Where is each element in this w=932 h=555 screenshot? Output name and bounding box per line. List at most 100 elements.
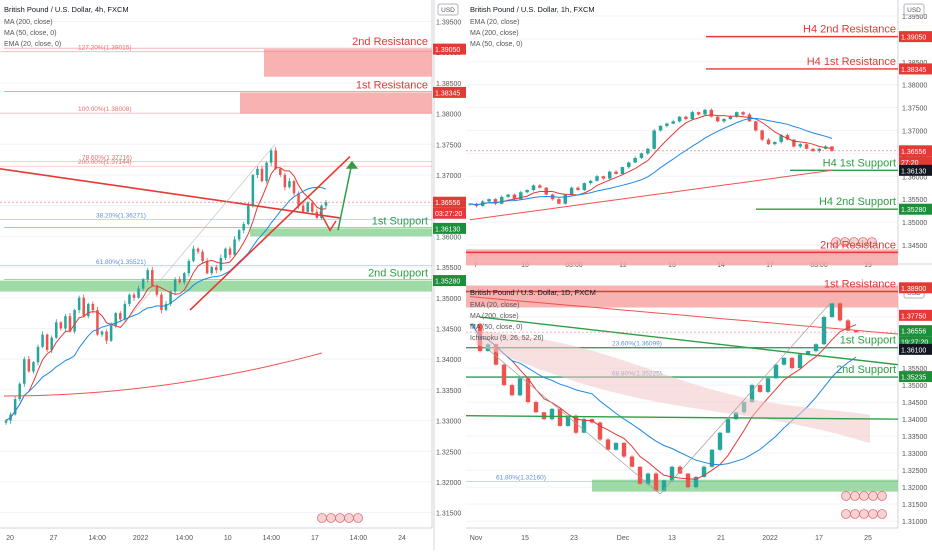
x-tick-label: 10 xyxy=(521,262,529,269)
candle xyxy=(210,267,213,274)
x-tick-label: 21 xyxy=(717,535,725,542)
country-flag-icon xyxy=(868,509,878,519)
country-flag-icon xyxy=(859,509,869,519)
candle xyxy=(629,456,635,467)
x-tick-label: 14:00 xyxy=(263,535,281,542)
candle xyxy=(169,291,172,304)
currency-label: USD xyxy=(441,7,455,14)
trend-line xyxy=(0,168,341,219)
fib-label: 61.80%(1.35521) xyxy=(96,259,146,266)
resistance-zone xyxy=(466,249,898,266)
candle xyxy=(233,239,236,255)
chart-title: British Pound / U.S. Dollar, 1D, FXCM xyxy=(470,288,596,297)
currency-badge-box xyxy=(903,3,925,16)
candle xyxy=(607,171,612,179)
candle xyxy=(703,109,707,115)
x-tick-label: 15 xyxy=(521,535,529,542)
candle xyxy=(563,194,568,204)
candle xyxy=(50,337,53,350)
candle xyxy=(661,480,667,491)
candle xyxy=(493,199,498,204)
candle xyxy=(588,180,593,184)
up-arrow-head xyxy=(346,160,358,169)
country-flag-icon xyxy=(841,491,851,501)
x-tick-label: 7 xyxy=(474,262,478,269)
indicator-legend: MA (200, close) xyxy=(470,30,519,37)
indicator-legend: EMA (20, close, 0) xyxy=(4,41,61,48)
x-tick-label: Nov xyxy=(470,535,483,542)
candle xyxy=(36,346,40,363)
trend-line xyxy=(465,415,899,420)
y-tick-label: 1.31000 xyxy=(902,519,927,526)
indicator-legend: Ichimoku (9, 26, 52, 26) xyxy=(470,335,544,342)
y-tick-label: 1.35000 xyxy=(902,383,927,390)
price-badge xyxy=(899,145,932,157)
price-badge-text: 03:27:20 xyxy=(435,211,462,218)
price-badge xyxy=(899,309,932,321)
candle xyxy=(160,294,163,311)
candle xyxy=(141,279,145,289)
channel-line xyxy=(129,144,276,317)
x-tick-label: 20 xyxy=(6,535,14,542)
y-tick-label: 1.38500 xyxy=(436,81,461,88)
currency-label: USD xyxy=(907,290,921,297)
y-tick-label: 1.31500 xyxy=(436,511,461,518)
candle xyxy=(196,248,200,252)
x-tick-label: 17 xyxy=(766,262,774,269)
candle xyxy=(183,273,186,283)
candle xyxy=(639,153,644,158)
y-tick-label: 1.38500 xyxy=(902,60,927,67)
candle xyxy=(565,415,571,426)
price-badge xyxy=(899,282,932,294)
candle xyxy=(260,168,264,182)
candle xyxy=(605,439,611,450)
x-tick-label: 27 xyxy=(50,535,58,542)
chart-title: British Pound / U.S. Dollar, 4h, FXCM xyxy=(4,5,129,14)
candle xyxy=(749,385,755,403)
candle xyxy=(829,303,835,318)
y-tick-label: 1.37500 xyxy=(902,106,927,113)
candle xyxy=(557,199,561,204)
candle xyxy=(468,203,472,205)
candle xyxy=(760,130,764,140)
support-label: 1st Support xyxy=(372,215,428,227)
x-tick-label: 2022 xyxy=(762,535,778,542)
country-flag-icon xyxy=(850,509,860,519)
candle xyxy=(265,162,268,182)
country-flag-icon xyxy=(859,491,869,501)
y-tick-label: 1.37000 xyxy=(436,173,461,180)
support-zone xyxy=(250,228,432,237)
candle xyxy=(728,116,733,120)
candle xyxy=(690,112,695,120)
candle xyxy=(292,181,296,194)
candle xyxy=(73,310,76,332)
ma-200-line xyxy=(469,169,833,221)
candle xyxy=(247,205,250,225)
candle xyxy=(100,331,104,335)
price-badge-text: 1.38345 xyxy=(435,90,460,97)
y-tick-label: 1.31500 xyxy=(902,502,927,509)
candle xyxy=(781,357,787,365)
price-badge xyxy=(433,222,466,234)
candle xyxy=(709,449,715,467)
resistance-label: 1st Resistance xyxy=(356,79,428,91)
y-tick-label: 1.38000 xyxy=(436,112,461,119)
x-tick-label: 14 xyxy=(717,262,725,269)
candle xyxy=(595,176,599,181)
candle xyxy=(224,248,227,258)
candle xyxy=(297,193,300,206)
support-label: 2nd Support xyxy=(836,364,896,376)
candle xyxy=(853,330,859,333)
price-badge-text: 27:20 xyxy=(901,160,919,167)
candle xyxy=(601,176,606,179)
candle xyxy=(653,473,659,491)
x-tick-label: 12 xyxy=(619,262,627,269)
candle xyxy=(311,202,314,212)
candle xyxy=(792,139,796,147)
candle xyxy=(582,183,587,190)
candle xyxy=(652,130,656,149)
y-tick-label: 1.33000 xyxy=(902,451,927,458)
candle xyxy=(324,202,328,206)
candle xyxy=(128,294,131,304)
